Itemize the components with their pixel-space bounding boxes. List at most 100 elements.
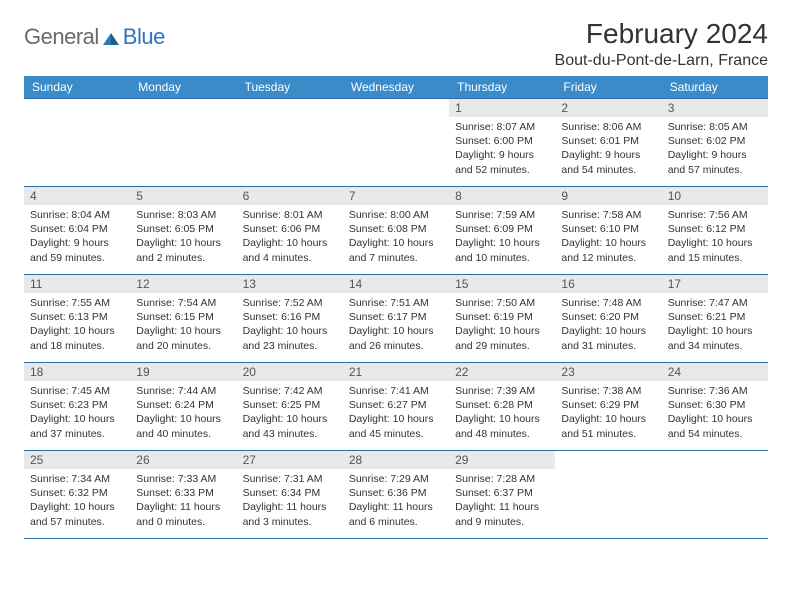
calendar-cell: 17Sunrise: 7:47 AMSunset: 6:21 PMDayligh… — [662, 275, 768, 363]
day-details: Sunrise: 7:45 AMSunset: 6:23 PMDaylight:… — [24, 381, 130, 445]
calendar-cell: 26Sunrise: 7:33 AMSunset: 6:33 PMDayligh… — [130, 451, 236, 539]
day-number: 8 — [449, 187, 555, 205]
logo-mark-icon — [101, 27, 121, 47]
calendar-row: 11Sunrise: 7:55 AMSunset: 6:13 PMDayligh… — [24, 275, 768, 363]
day-details: Sunrise: 8:07 AMSunset: 6:00 PMDaylight:… — [449, 117, 555, 181]
day-number: 1 — [449, 99, 555, 117]
day-number: 3 — [662, 99, 768, 117]
day-number: 10 — [662, 187, 768, 205]
calendar-cell: 10Sunrise: 7:56 AMSunset: 6:12 PMDayligh… — [662, 187, 768, 275]
day-details: Sunrise: 7:34 AMSunset: 6:32 PMDaylight:… — [24, 469, 130, 533]
day-details: Sunrise: 8:03 AMSunset: 6:05 PMDaylight:… — [130, 205, 236, 269]
day-details: Sunrise: 7:44 AMSunset: 6:24 PMDaylight:… — [130, 381, 236, 445]
day-number: 4 — [24, 187, 130, 205]
calendar-cell: 7Sunrise: 8:00 AMSunset: 6:08 PMDaylight… — [343, 187, 449, 275]
logo: General Blue — [24, 24, 165, 50]
calendar-cell: 28Sunrise: 7:29 AMSunset: 6:36 PMDayligh… — [343, 451, 449, 539]
day-details: Sunrise: 7:33 AMSunset: 6:33 PMDaylight:… — [130, 469, 236, 533]
day-details: Sunrise: 7:41 AMSunset: 6:27 PMDaylight:… — [343, 381, 449, 445]
day-details: Sunrise: 7:50 AMSunset: 6:19 PMDaylight:… — [449, 293, 555, 357]
day-number: 18 — [24, 363, 130, 381]
calendar-cell: 12Sunrise: 7:54 AMSunset: 6:15 PMDayligh… — [130, 275, 236, 363]
day-details: Sunrise: 7:42 AMSunset: 6:25 PMDaylight:… — [237, 381, 343, 445]
day-number: 7 — [343, 187, 449, 205]
day-details: Sunrise: 8:06 AMSunset: 6:01 PMDaylight:… — [555, 117, 661, 181]
day-details: Sunrise: 7:47 AMSunset: 6:21 PMDaylight:… — [662, 293, 768, 357]
day-number: 23 — [555, 363, 661, 381]
calendar-cell: 5Sunrise: 8:03 AMSunset: 6:05 PMDaylight… — [130, 187, 236, 275]
day-number: 15 — [449, 275, 555, 293]
calendar-cell: 13Sunrise: 7:52 AMSunset: 6:16 PMDayligh… — [237, 275, 343, 363]
calendar-cell: 23Sunrise: 7:38 AMSunset: 6:29 PMDayligh… — [555, 363, 661, 451]
calendar-cell: 6Sunrise: 8:01 AMSunset: 6:06 PMDaylight… — [237, 187, 343, 275]
day-number: 17 — [662, 275, 768, 293]
calendar-cell: 22Sunrise: 7:39 AMSunset: 6:28 PMDayligh… — [449, 363, 555, 451]
day-number: 22 — [449, 363, 555, 381]
day-details: Sunrise: 7:31 AMSunset: 6:34 PMDaylight:… — [237, 469, 343, 533]
weekday-header: Friday — [555, 76, 661, 99]
weekday-header: Monday — [130, 76, 236, 99]
day-number: 5 — [130, 187, 236, 205]
day-details: Sunrise: 7:38 AMSunset: 6:29 PMDaylight:… — [555, 381, 661, 445]
day-details: Sunrise: 7:58 AMSunset: 6:10 PMDaylight:… — [555, 205, 661, 269]
calendar-cell: 21Sunrise: 7:41 AMSunset: 6:27 PMDayligh… — [343, 363, 449, 451]
calendar-cell: 1Sunrise: 8:07 AMSunset: 6:00 PMDaylight… — [449, 99, 555, 187]
weekday-header: Tuesday — [237, 76, 343, 99]
day-number: 20 — [237, 363, 343, 381]
day-number: 28 — [343, 451, 449, 469]
calendar-header-row: SundayMondayTuesdayWednesdayThursdayFrid… — [24, 76, 768, 99]
calendar-cell: 29Sunrise: 7:28 AMSunset: 6:37 PMDayligh… — [449, 451, 555, 539]
calendar-cell: 20Sunrise: 7:42 AMSunset: 6:25 PMDayligh… — [237, 363, 343, 451]
weekday-header: Saturday — [662, 76, 768, 99]
calendar-cell: 16Sunrise: 7:48 AMSunset: 6:20 PMDayligh… — [555, 275, 661, 363]
day-number: 12 — [130, 275, 236, 293]
day-details: Sunrise: 8:05 AMSunset: 6:02 PMDaylight:… — [662, 117, 768, 181]
day-number: 13 — [237, 275, 343, 293]
day-number: 24 — [662, 363, 768, 381]
day-details: Sunrise: 7:51 AMSunset: 6:17 PMDaylight:… — [343, 293, 449, 357]
day-details: Sunrise: 7:39 AMSunset: 6:28 PMDaylight:… — [449, 381, 555, 445]
calendar-cell: 18Sunrise: 7:45 AMSunset: 6:23 PMDayligh… — [24, 363, 130, 451]
location-label: Bout-du-Pont-de-Larn, France — [555, 52, 768, 70]
day-details: Sunrise: 7:29 AMSunset: 6:36 PMDaylight:… — [343, 469, 449, 533]
calendar-table: SundayMondayTuesdayWednesdayThursdayFrid… — [24, 76, 768, 539]
header: General Blue February 2024 Bout-du-Pont-… — [24, 18, 768, 70]
calendar-cell: 4Sunrise: 8:04 AMSunset: 6:04 PMDaylight… — [24, 187, 130, 275]
calendar-cell: 27Sunrise: 7:31 AMSunset: 6:34 PMDayligh… — [237, 451, 343, 539]
calendar-cell — [130, 99, 236, 187]
day-details: Sunrise: 7:52 AMSunset: 6:16 PMDaylight:… — [237, 293, 343, 357]
day-details: Sunrise: 8:01 AMSunset: 6:06 PMDaylight:… — [237, 205, 343, 269]
calendar-cell: 15Sunrise: 7:50 AMSunset: 6:19 PMDayligh… — [449, 275, 555, 363]
day-number: 14 — [343, 275, 449, 293]
calendar-cell: 19Sunrise: 7:44 AMSunset: 6:24 PMDayligh… — [130, 363, 236, 451]
title-block: February 2024 Bout-du-Pont-de-Larn, Fran… — [555, 18, 768, 70]
day-details: Sunrise: 7:59 AMSunset: 6:09 PMDaylight:… — [449, 205, 555, 269]
calendar-cell: 2Sunrise: 8:06 AMSunset: 6:01 PMDaylight… — [555, 99, 661, 187]
calendar-cell — [24, 99, 130, 187]
day-number: 29 — [449, 451, 555, 469]
day-number: 6 — [237, 187, 343, 205]
page-title: February 2024 — [555, 18, 768, 50]
day-details: Sunrise: 7:55 AMSunset: 6:13 PMDaylight:… — [24, 293, 130, 357]
logo-text-blue: Blue — [123, 24, 165, 50]
weekday-header: Wednesday — [343, 76, 449, 99]
day-number: 27 — [237, 451, 343, 469]
calendar-row: 18Sunrise: 7:45 AMSunset: 6:23 PMDayligh… — [24, 363, 768, 451]
day-details: Sunrise: 7:36 AMSunset: 6:30 PMDaylight:… — [662, 381, 768, 445]
logo-text-general: General — [24, 24, 99, 50]
day-number: 21 — [343, 363, 449, 381]
calendar-cell: 14Sunrise: 7:51 AMSunset: 6:17 PMDayligh… — [343, 275, 449, 363]
day-details: Sunrise: 7:48 AMSunset: 6:20 PMDaylight:… — [555, 293, 661, 357]
calendar-cell: 3Sunrise: 8:05 AMSunset: 6:02 PMDaylight… — [662, 99, 768, 187]
day-number: 11 — [24, 275, 130, 293]
day-details: Sunrise: 7:28 AMSunset: 6:37 PMDaylight:… — [449, 469, 555, 533]
calendar-cell — [555, 451, 661, 539]
day-number: 9 — [555, 187, 661, 205]
calendar-row: 25Sunrise: 7:34 AMSunset: 6:32 PMDayligh… — [24, 451, 768, 539]
day-details: Sunrise: 8:04 AMSunset: 6:04 PMDaylight:… — [24, 205, 130, 269]
calendar-cell: 25Sunrise: 7:34 AMSunset: 6:32 PMDayligh… — [24, 451, 130, 539]
calendar-cell — [343, 99, 449, 187]
day-number: 16 — [555, 275, 661, 293]
calendar-cell — [662, 451, 768, 539]
day-number: 2 — [555, 99, 661, 117]
